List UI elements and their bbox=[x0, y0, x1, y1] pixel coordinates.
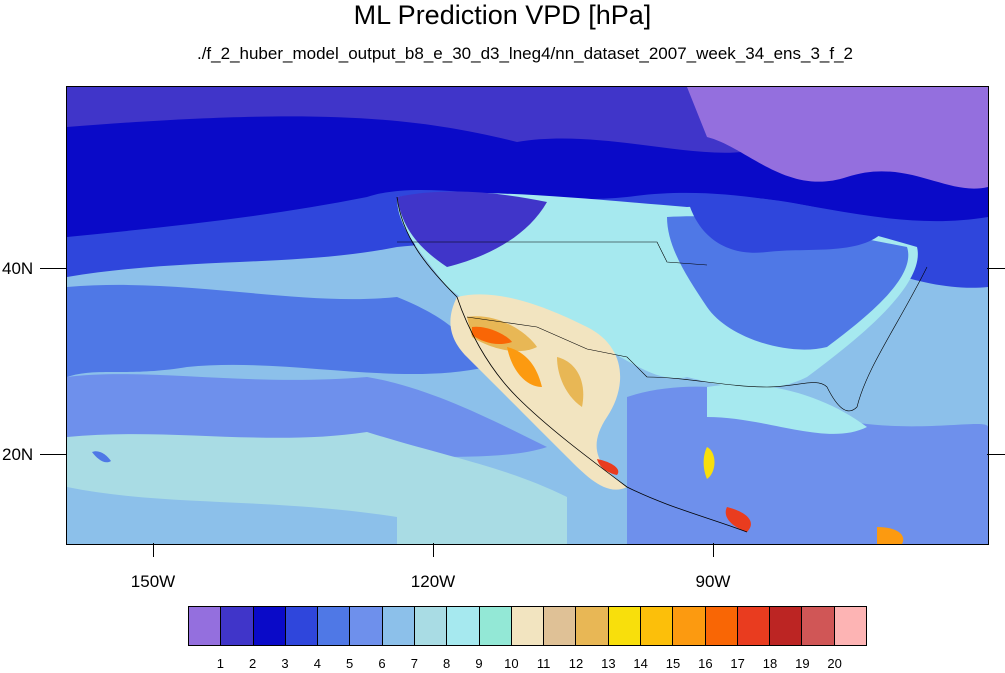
gulf-light bbox=[707, 384, 867, 434]
arctic-region bbox=[687, 87, 988, 189]
gulf-coast bbox=[646, 376, 858, 412]
us-east-humid bbox=[667, 216, 909, 350]
colorbar-swatch bbox=[770, 607, 803, 645]
east-coast bbox=[856, 266, 928, 408]
ocean-band-mid bbox=[67, 284, 487, 377]
colorbar-swatch bbox=[511, 607, 545, 645]
colorbar-label: 3 bbox=[281, 656, 289, 671]
lon-tick-150w bbox=[153, 543, 154, 557]
mexico-hot bbox=[507, 347, 542, 387]
lon-tick-90w bbox=[713, 543, 714, 557]
southern-mexico-hot bbox=[597, 459, 619, 475]
coastline-west bbox=[396, 196, 748, 533]
colorbar-label: 8 bbox=[443, 656, 451, 671]
colorbar-labels: 1 2 3 4 5 6 7 8 9 10 11 12 13 14 15 16 17 18 19 20 bbox=[188, 657, 867, 673]
lon-tick-120w bbox=[433, 543, 434, 557]
mexico-plateau bbox=[557, 357, 584, 407]
colorbar-swatch bbox=[414, 607, 448, 645]
caribbean bbox=[627, 386, 988, 544]
map-svg bbox=[67, 87, 988, 544]
colorbar-label: 11 bbox=[536, 656, 551, 671]
lat-tick-20n-right bbox=[987, 454, 1005, 455]
lat-tick-20n bbox=[40, 454, 66, 455]
colorbar-label: 19 bbox=[795, 656, 810, 671]
lat-label-40n: 40N bbox=[2, 259, 34, 278]
colorbar-label: 18 bbox=[762, 656, 778, 671]
yucatan bbox=[703, 447, 715, 479]
colorbar-label: 14 bbox=[633, 656, 648, 671]
lon-label-150w: 150W bbox=[130, 572, 176, 591]
colorbar-label: 6 bbox=[378, 656, 386, 671]
colorbar-label: 10 bbox=[504, 656, 519, 671]
colorbar-label: 17 bbox=[730, 656, 745, 671]
us-canada-border bbox=[397, 241, 708, 266]
hawaii bbox=[92, 451, 111, 463]
colorbar-swatch bbox=[705, 607, 738, 645]
colorbar-label: 15 bbox=[665, 656, 681, 671]
colorbar-label: 12 bbox=[568, 656, 584, 671]
colorbar-swatch bbox=[737, 607, 771, 645]
colorbar-swatch bbox=[834, 607, 866, 645]
colorbar-swatch bbox=[350, 607, 383, 645]
colorbar bbox=[188, 606, 867, 646]
southwest-desert bbox=[467, 316, 537, 352]
us-mexico-border bbox=[466, 316, 648, 378]
south-america-hot bbox=[877, 527, 904, 544]
colorbar-swatch bbox=[285, 607, 319, 645]
colorbar-label: 16 bbox=[698, 656, 713, 671]
colorbar-swatch bbox=[382, 607, 415, 645]
colorbar-swatch bbox=[608, 607, 641, 645]
colorbar-label: 5 bbox=[346, 656, 354, 671]
colorbar-swatch bbox=[221, 607, 254, 645]
map-plot-area bbox=[66, 86, 989, 545]
pacific-south bbox=[67, 487, 397, 544]
great-lakes-region bbox=[687, 196, 887, 253]
lon-label-120w: 120W bbox=[410, 572, 456, 591]
lat-tick-40n-right bbox=[987, 268, 1005, 269]
chart-title: ML Prediction VPD [hPa] bbox=[353, 0, 652, 30]
colorbar-label: 2 bbox=[249, 656, 257, 671]
colorbar-swatch bbox=[253, 607, 286, 645]
colorbar-label: 1 bbox=[216, 656, 224, 671]
colorbar-label: 4 bbox=[313, 656, 321, 671]
colorbar-swatch bbox=[318, 607, 351, 645]
colorbar-swatch bbox=[802, 607, 835, 645]
us-northwest bbox=[397, 191, 547, 267]
colorbar-label: 9 bbox=[475, 656, 483, 671]
colorbar-swatch bbox=[189, 607, 222, 645]
lat-tick-40n bbox=[40, 268, 66, 269]
lon-label-90w: 90W bbox=[695, 572, 731, 591]
lat-label-20n: 20N bbox=[2, 445, 34, 464]
colorbar-swatch bbox=[447, 607, 480, 645]
colorbar-label: 7 bbox=[410, 656, 418, 671]
colorbar-swatch bbox=[544, 607, 577, 645]
colorbar-swatch bbox=[479, 607, 512, 645]
colorbar-swatch bbox=[576, 607, 609, 645]
colorbar-label: 13 bbox=[601, 656, 616, 671]
chart-subtitle: ./f_2_huber_model_output_b8_e_30_d3_lneg… bbox=[196, 44, 854, 63]
colorbar-swatch bbox=[673, 607, 706, 645]
desert-hot bbox=[472, 326, 512, 345]
colorbar-swatch bbox=[640, 607, 674, 645]
colorbar-label: 20 bbox=[827, 656, 842, 671]
central-america-hot bbox=[725, 507, 751, 532]
